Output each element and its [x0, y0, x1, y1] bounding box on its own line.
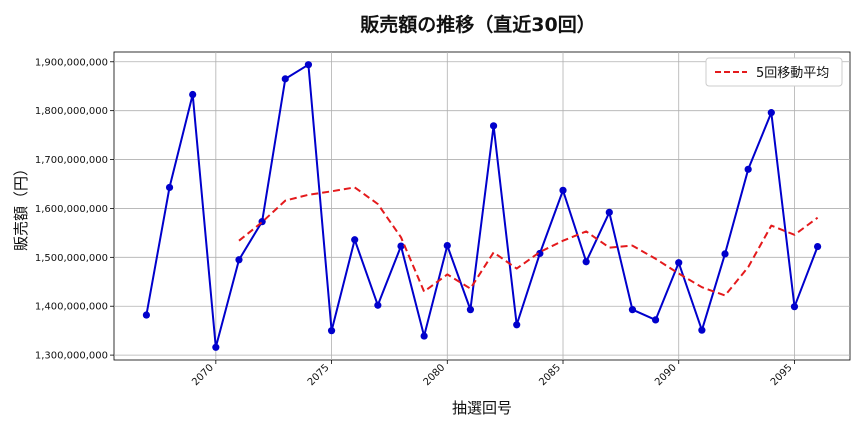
data-point — [489, 122, 498, 130]
data-point — [235, 256, 243, 264]
y-tick-label: 1,600,000,000 — [35, 204, 108, 215]
sales-line — [145, 63, 819, 349]
data-point — [513, 321, 521, 329]
data-point — [559, 186, 567, 194]
data-point — [675, 259, 683, 267]
data-point — [767, 109, 775, 117]
data-point — [605, 208, 613, 216]
data-point — [721, 250, 729, 258]
x-tick-label: 2085 — [537, 362, 563, 388]
data-point — [582, 258, 590, 266]
data-point — [790, 303, 799, 311]
y-tick-label: 1,500,000,000 — [35, 253, 108, 264]
data-point — [165, 183, 174, 192]
data-point — [698, 326, 706, 334]
data-point — [351, 236, 359, 244]
y-axis-label: 販売額（円） — [12, 161, 30, 251]
data-point — [212, 343, 220, 351]
data-point — [466, 306, 475, 314]
data-point — [281, 75, 289, 83]
data-point — [397, 242, 405, 250]
data-point — [374, 301, 382, 309]
data-point — [651, 316, 660, 324]
x-tick-label: 2090 — [653, 362, 679, 388]
legend: 5回移動平均 — [705, 57, 843, 87]
x-tick-label: 2080 — [422, 362, 448, 388]
y-tick-label: 1,400,000,000 — [35, 302, 108, 313]
y-tick-label: 1,300,000,000 — [35, 351, 108, 362]
data-point — [443, 242, 451, 250]
y-tick-label: 1,900,000,000 — [35, 57, 108, 68]
data-point — [304, 61, 313, 69]
data-point — [628, 306, 637, 314]
data-point — [327, 327, 336, 335]
chart-title: 販売額の推移（直近30回） — [360, 13, 595, 36]
data-point — [142, 311, 151, 319]
data-point — [813, 242, 822, 251]
series-group — [142, 61, 822, 351]
data-point — [744, 165, 752, 173]
plot-area — [113, 51, 851, 361]
data-point — [420, 332, 428, 340]
y-axis-ticks: 1,300,000,000 1,400,000,000 1,500,000,000 1… — [35, 57, 114, 362]
data-point — [536, 249, 544, 258]
data-point — [189, 90, 197, 99]
y-tick-label: 1,800,000,000 — [35, 106, 108, 117]
x-axis-label: 抽選回号 — [452, 399, 512, 417]
x-tick-label: 2075 — [306, 362, 332, 388]
moving-average-line — [238, 186, 819, 297]
x-axis-ticks: 2070 2075 2080 2085 2090 2095 — [190, 360, 795, 388]
y-tick-label: 1,700,000,000 — [35, 155, 108, 166]
legend-label-moving-average: 5回移動平均 — [756, 66, 829, 81]
x-tick-label: 2095 — [769, 362, 795, 388]
x-tick-label: 2070 — [190, 362, 216, 388]
legend-box — [705, 57, 843, 87]
